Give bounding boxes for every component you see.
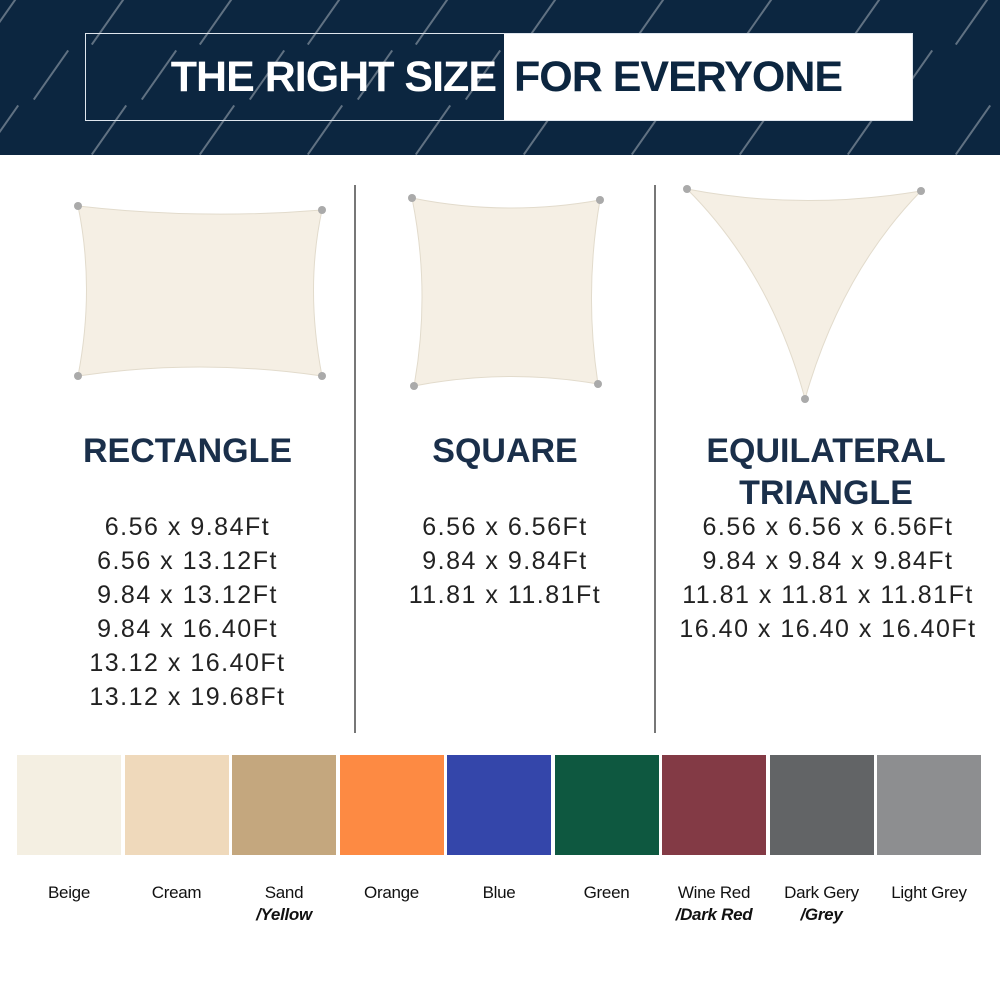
shape-title: EQUILATERAL TRIANGLE: [706, 432, 946, 512]
color-swatch: [124, 755, 229, 855]
color-swatch: [662, 755, 766, 855]
color-swatch: [769, 755, 874, 855]
size-item: 6.56 x 9.84Ft: [104, 513, 271, 541]
column-divider: [654, 185, 656, 733]
swatch-name: Dark Gery: [784, 883, 859, 902]
size-item: 9.84 x 13.12Ft: [97, 581, 278, 609]
header-banner: THE RIGHT SIZE FOR EVERYONE: [0, 0, 1000, 155]
decorative-stripe: [954, 0, 992, 46]
size-item: 13.12 x 16.40Ft: [89, 649, 286, 677]
swatch-label: Cream: [120, 882, 234, 904]
size-item: 6.56 x 6.56Ft: [422, 513, 588, 541]
color-swatch: [447, 755, 551, 855]
color-swatch: [877, 755, 981, 855]
color-swatch: [232, 755, 336, 855]
size-item: 9.84 x 16.40Ft: [97, 615, 278, 643]
size-item: 11.81 x 11.81Ft: [408, 581, 602, 609]
swatch-name: Cream: [151, 883, 202, 902]
shape-title: RECTANGLE: [82, 432, 293, 470]
decorative-stripe: [954, 104, 992, 155]
swatch-name: Orange: [364, 883, 419, 902]
size-item: 16.40 x 16.40 x 16.40Ft: [679, 615, 977, 643]
color-swatch: [339, 755, 444, 855]
swatch-name: Sand: [264, 883, 304, 902]
decorative-stripe: [0, 104, 20, 155]
color-swatch: [17, 755, 121, 855]
swatch-label: Blue: [442, 882, 556, 904]
swatch-name: Light Grey: [891, 883, 967, 902]
shape-title: SQUARE: [432, 432, 578, 470]
swatch-label: Wine Red/Dark Red: [657, 882, 771, 926]
swatch-alt-name: /Dark Red: [675, 905, 753, 924]
swatch-label: Green: [550, 882, 664, 904]
size-list: 6.56 x 6.56Ft 9.84 x 9.84Ft 11.81 x 11.8…: [356, 510, 654, 612]
size-item: 6.56 x 13.12Ft: [97, 547, 278, 575]
square-shade-image: [408, 194, 604, 390]
title-part-2: FOR EVERYONE: [504, 34, 912, 120]
decorative-stripe: [32, 49, 70, 101]
size-item: 6.56 x 6.56 x 6.56Ft: [702, 513, 954, 541]
size-item: 13.12 x 19.68Ft: [89, 683, 286, 711]
size-item: 11.81 x 11.81 x 11.81Ft: [682, 581, 974, 609]
swatch-alt-name: /Grey: [800, 905, 843, 924]
swatch-label: Dark Gery/Grey: [765, 882, 879, 926]
swatch-name: Blue: [482, 883, 516, 902]
size-list: 6.56 x 6.56 x 6.56Ft 9.84 x 9.84 x 9.84F…: [656, 510, 1000, 646]
color-swatch: [554, 755, 659, 855]
swatch-name: Green: [583, 883, 630, 902]
decorative-stripe: [0, 0, 20, 46]
size-list: 6.56 x 9.84Ft 6.56 x 13.12Ft 9.84 x 13.1…: [20, 510, 355, 714]
swatch-label: Light Grey: [872, 882, 986, 904]
triangle-shade-image: [683, 185, 925, 403]
swatch-name: Wine Red: [677, 883, 751, 902]
swatch-alt-name: /Yellow: [256, 905, 312, 924]
swatch-label: Beige: [12, 882, 126, 904]
column-divider: [354, 185, 356, 733]
title-part-1: THE RIGHT SIZE: [170, 52, 497, 101]
swatch-name: Beige: [48, 883, 90, 902]
rectangle-shade-image: [74, 202, 326, 380]
title-box: THE RIGHT SIZE FOR EVERYONE: [85, 33, 913, 121]
size-item: 9.84 x 9.84 x 9.84Ft: [702, 547, 954, 575]
size-item: 9.84 x 9.84Ft: [422, 547, 588, 575]
swatch-label: Sand/Yellow: [227, 882, 341, 926]
swatch-label: Orange: [335, 882, 449, 904]
